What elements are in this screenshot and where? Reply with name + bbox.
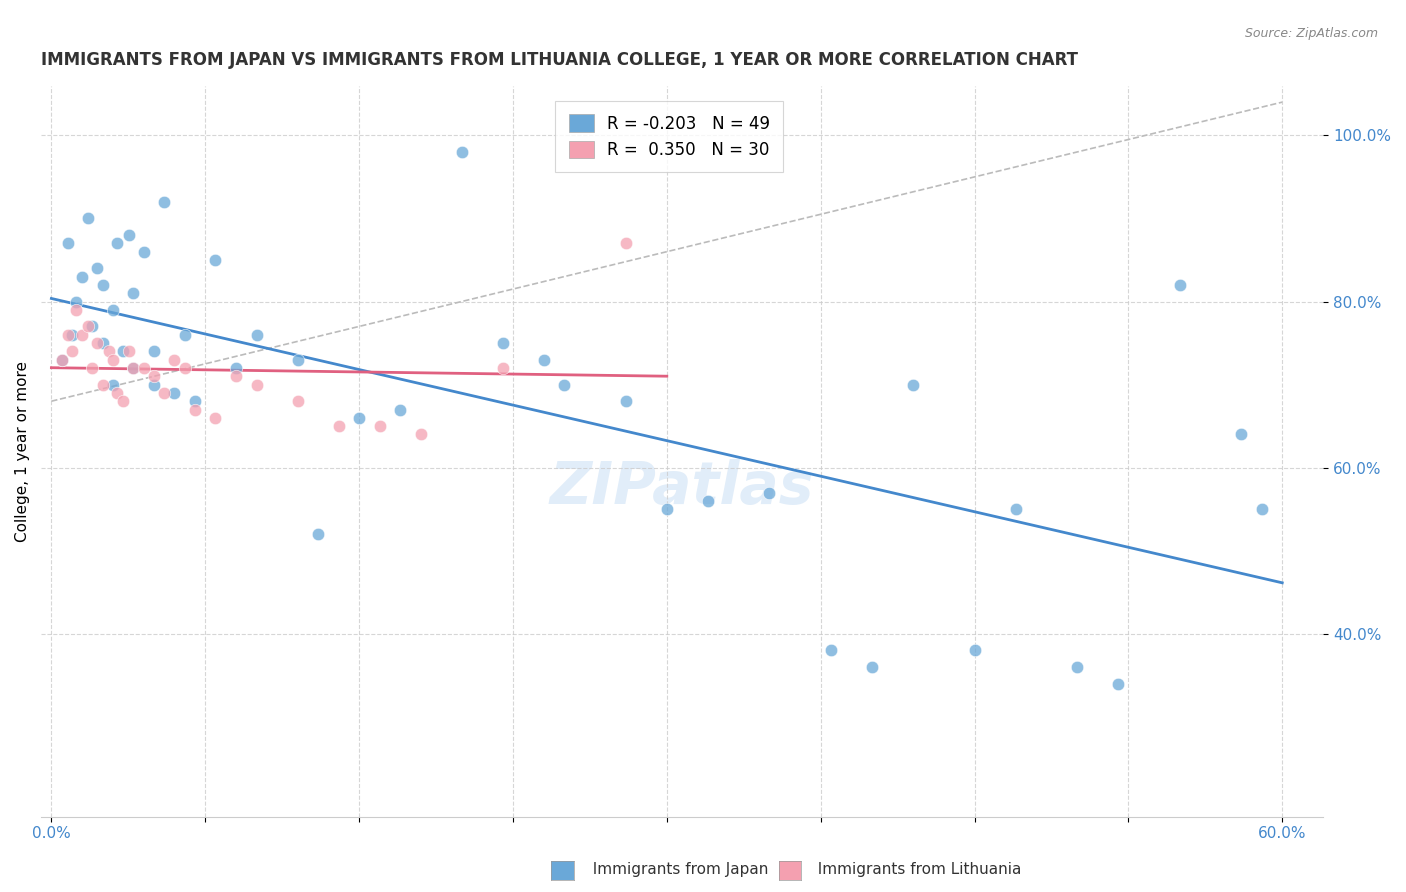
Point xyxy=(65,302,87,317)
Point xyxy=(1168,277,1191,292)
Point xyxy=(860,660,883,674)
Point xyxy=(963,643,986,657)
Point xyxy=(409,427,432,442)
Point xyxy=(492,361,515,376)
Point xyxy=(70,269,93,284)
Point xyxy=(758,485,780,500)
Point xyxy=(533,352,555,367)
Text: Immigrants from Lithuania: Immigrants from Lithuania xyxy=(808,863,1022,877)
Point xyxy=(1250,502,1272,516)
Point xyxy=(118,228,141,243)
Point xyxy=(91,277,114,292)
Point xyxy=(347,410,370,425)
Text: Source: ZipAtlas.com: Source: ZipAtlas.com xyxy=(1244,27,1378,40)
Point xyxy=(287,394,309,409)
Point xyxy=(112,394,135,409)
Point xyxy=(86,336,108,351)
Point xyxy=(173,361,195,376)
Point xyxy=(70,327,93,342)
Point xyxy=(65,294,87,309)
Point xyxy=(101,302,124,317)
Point xyxy=(655,502,678,516)
Point xyxy=(553,377,575,392)
Point xyxy=(142,377,165,392)
Point xyxy=(142,344,165,359)
Point xyxy=(112,344,135,359)
Point xyxy=(225,361,247,376)
Point xyxy=(204,252,226,267)
Point xyxy=(82,319,104,334)
Point xyxy=(901,377,924,392)
Point xyxy=(101,377,124,392)
Point xyxy=(1066,660,1088,674)
Point xyxy=(307,527,329,541)
Point xyxy=(122,361,145,376)
Point xyxy=(184,394,207,409)
Point xyxy=(368,419,391,434)
Point xyxy=(389,402,412,417)
Point xyxy=(122,286,145,301)
Point xyxy=(245,377,267,392)
Point xyxy=(1107,676,1129,690)
Point xyxy=(51,352,73,367)
Point xyxy=(105,236,128,251)
Point xyxy=(287,352,309,367)
Point xyxy=(184,402,207,417)
Point xyxy=(153,194,176,209)
Point xyxy=(132,361,155,376)
Legend: R = -0.203   N = 49, R =  0.350   N = 30: R = -0.203 N = 49, R = 0.350 N = 30 xyxy=(555,101,783,172)
Point xyxy=(614,394,637,409)
Point xyxy=(86,261,108,276)
Point xyxy=(225,369,247,384)
Point xyxy=(97,344,120,359)
Point xyxy=(122,361,145,376)
Point xyxy=(163,352,186,367)
Point xyxy=(204,410,226,425)
Point xyxy=(450,145,472,159)
Point xyxy=(91,377,114,392)
Point xyxy=(1004,502,1026,516)
Text: IMMIGRANTS FROM JAPAN VS IMMIGRANTS FROM LITHUANIA COLLEGE, 1 YEAR OR MORE CORRE: IMMIGRANTS FROM JAPAN VS IMMIGRANTS FROM… xyxy=(41,51,1078,69)
Text: Immigrants from Japan: Immigrants from Japan xyxy=(583,863,769,877)
Point xyxy=(245,327,267,342)
Point xyxy=(60,327,83,342)
Point xyxy=(56,327,79,342)
Point xyxy=(56,236,79,251)
Text: ZIPatlas: ZIPatlas xyxy=(550,459,814,516)
Point xyxy=(82,361,104,376)
Point xyxy=(614,236,637,251)
Point xyxy=(91,336,114,351)
Point xyxy=(132,244,155,259)
Point xyxy=(163,385,186,400)
Point xyxy=(77,319,100,334)
Point xyxy=(696,494,718,508)
Point xyxy=(51,352,73,367)
Point xyxy=(105,385,128,400)
Point xyxy=(101,352,124,367)
Y-axis label: College, 1 year or more: College, 1 year or more xyxy=(15,360,30,541)
Point xyxy=(1230,427,1253,442)
Point xyxy=(820,643,842,657)
Point xyxy=(60,344,83,359)
Point xyxy=(492,336,515,351)
Point xyxy=(153,385,176,400)
Point xyxy=(173,327,195,342)
Point xyxy=(328,419,350,434)
Point xyxy=(118,344,141,359)
Point xyxy=(142,369,165,384)
Point xyxy=(77,211,100,226)
